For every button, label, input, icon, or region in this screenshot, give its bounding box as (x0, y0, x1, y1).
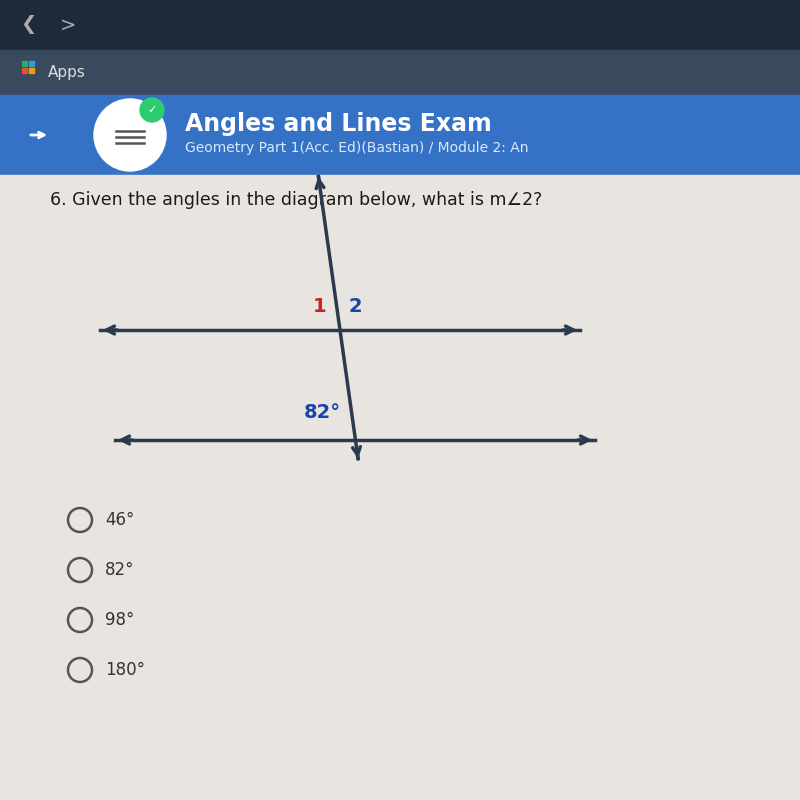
Text: 82°: 82° (303, 403, 341, 422)
Bar (0, 175, 800, 800)
Circle shape (140, 98, 164, 122)
Bar (22, 61, 27, 66)
Bar (29, 68, 34, 73)
Circle shape (94, 99, 166, 171)
Text: ✓: ✓ (147, 105, 157, 115)
Bar (0, 95, 800, 175)
Text: >: > (60, 15, 76, 34)
Bar (0, 50, 800, 95)
Text: 46°: 46° (105, 511, 134, 529)
Bar (0, 0, 800, 50)
Text: 98°: 98° (105, 611, 134, 629)
Bar (22, 68, 27, 73)
Text: Angles and Lines Exam: Angles and Lines Exam (185, 112, 492, 136)
Text: 180°: 180° (105, 661, 145, 679)
Text: Apps: Apps (48, 66, 86, 81)
Text: 6. Given the angles in the diagram below, what is m∠2?: 6. Given the angles in the diagram below… (50, 191, 542, 209)
Text: 1: 1 (312, 297, 326, 316)
Text: ❮: ❮ (20, 15, 36, 34)
Text: 82°: 82° (105, 561, 134, 579)
Text: 2: 2 (348, 297, 362, 316)
Bar (29, 61, 34, 66)
Text: Geometry Part 1(Acc. Ed)(Bastian) / Module 2: An: Geometry Part 1(Acc. Ed)(Bastian) / Modu… (185, 141, 529, 155)
